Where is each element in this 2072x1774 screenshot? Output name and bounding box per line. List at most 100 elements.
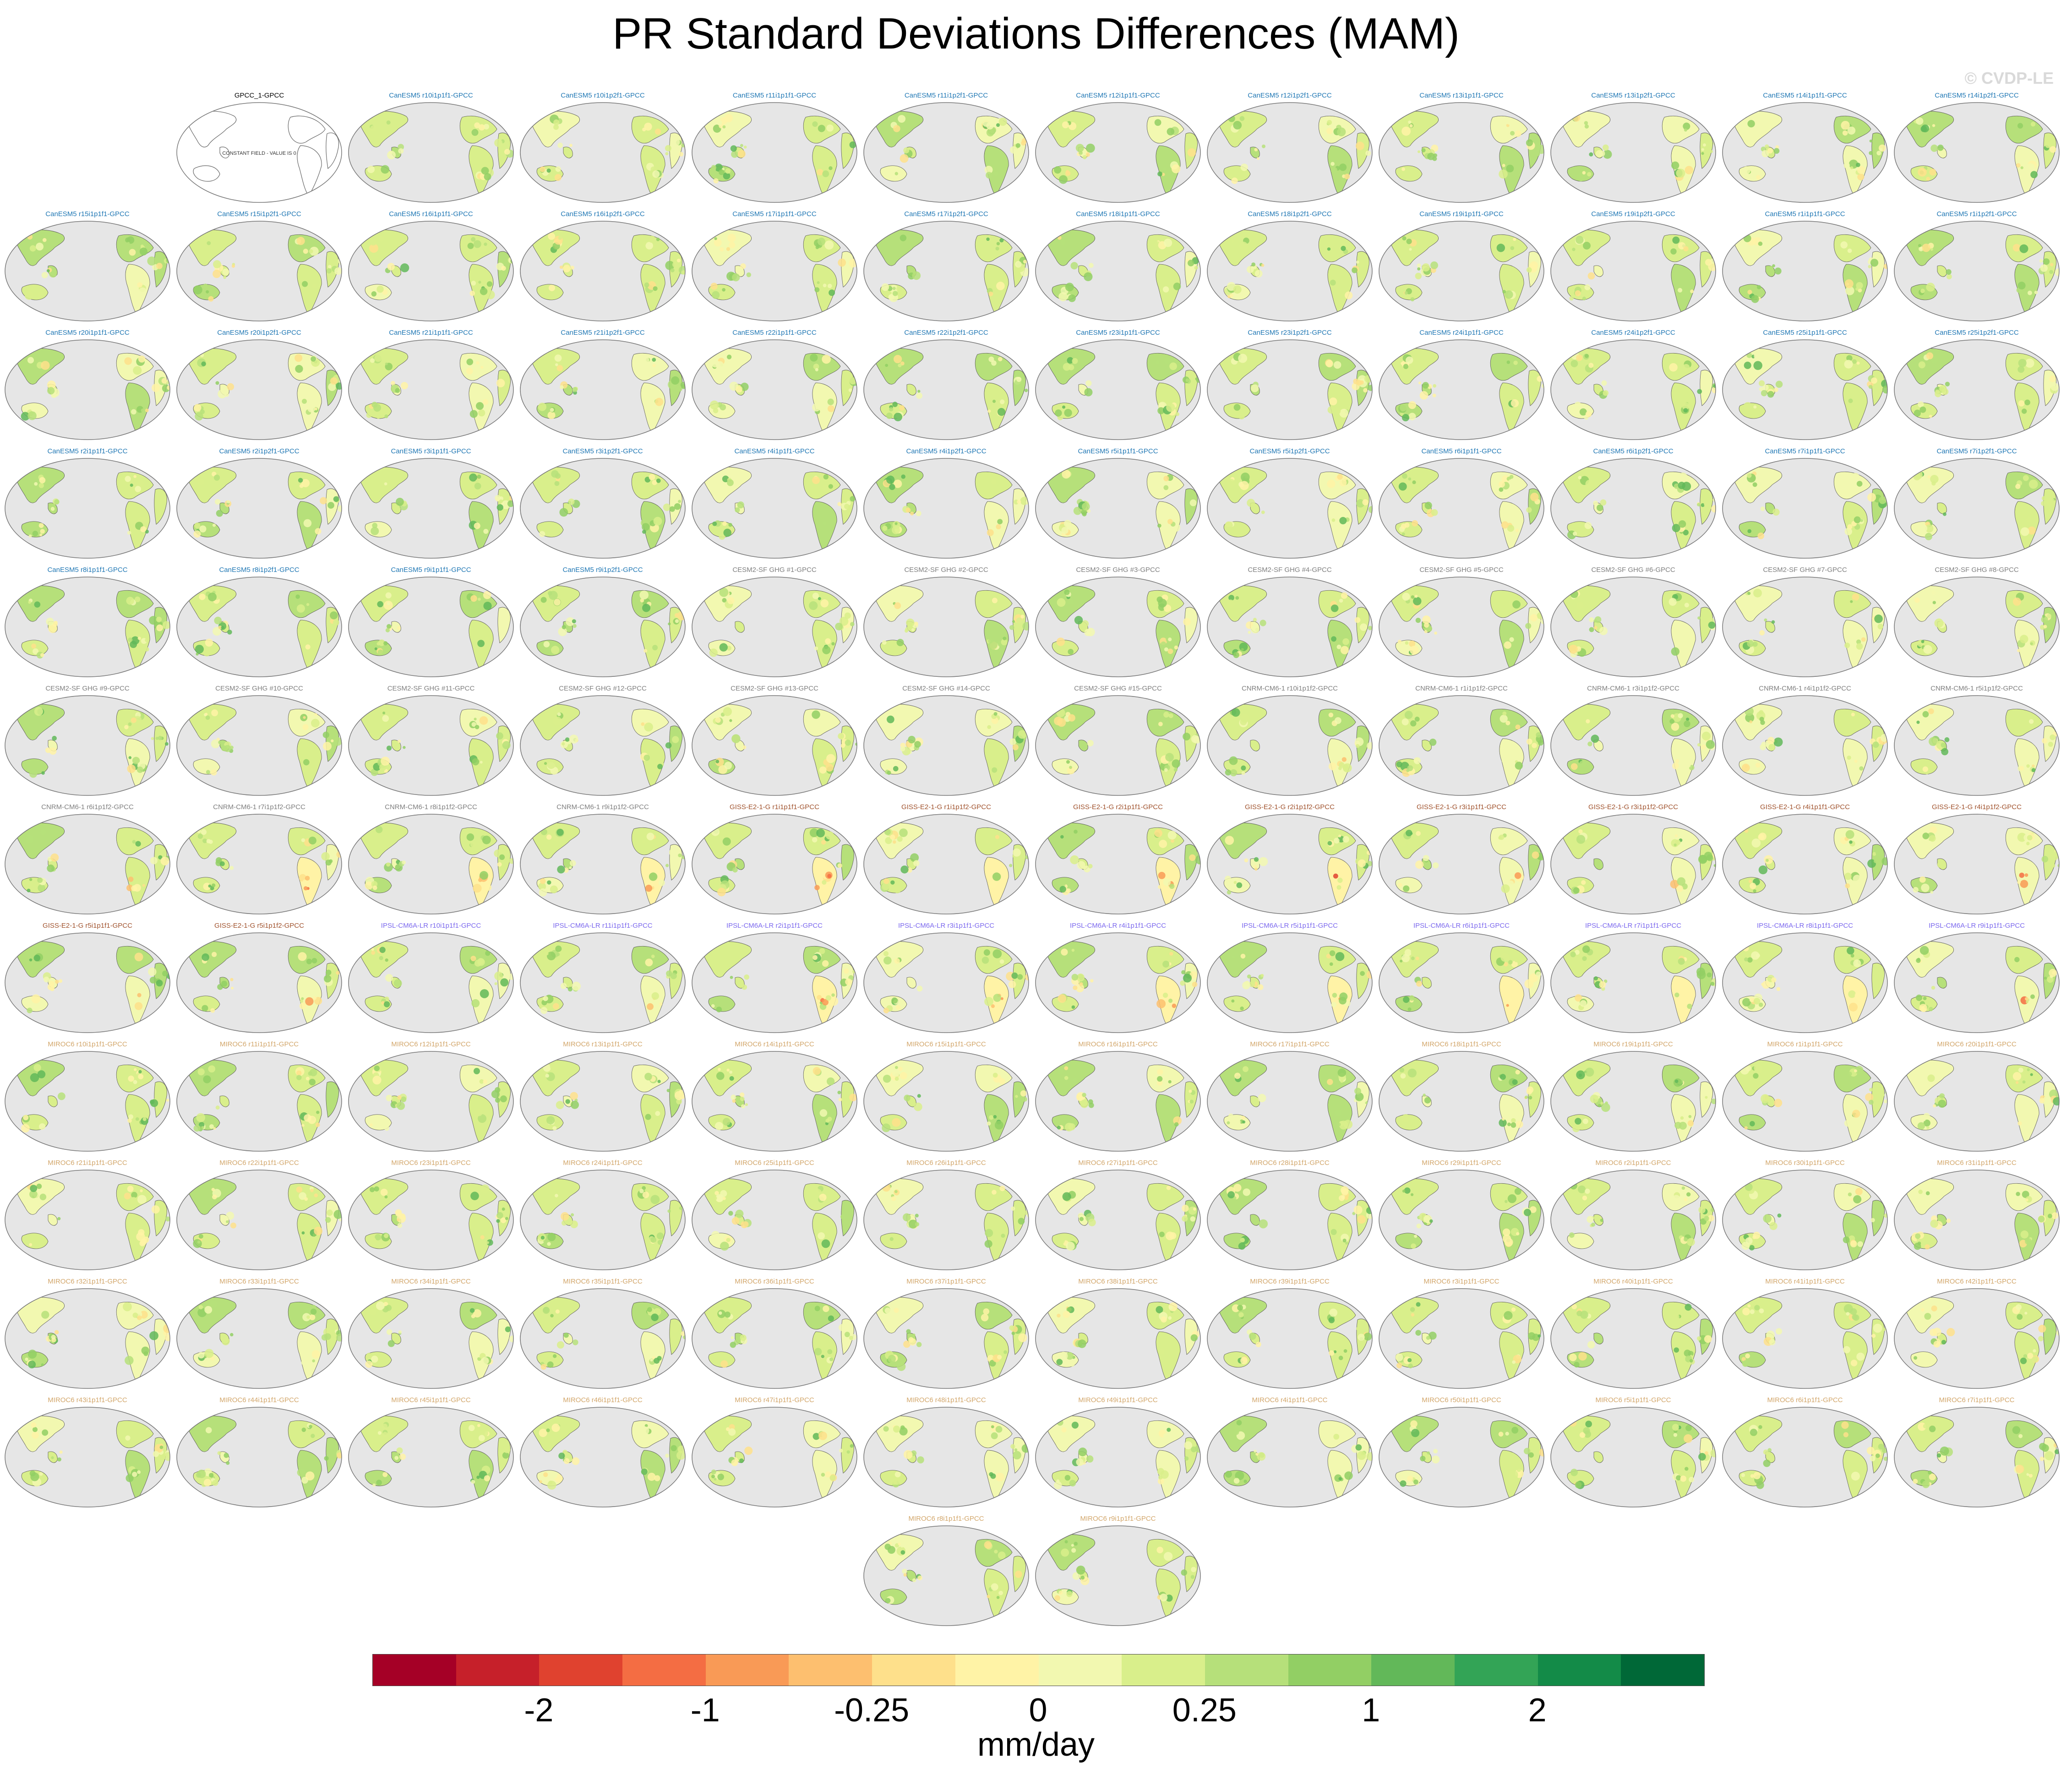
map-panel: CanESM5 r20i1p1f1-GPCC (2, 328, 173, 442)
map-globe (1722, 814, 1888, 914)
map-panel: CanESM5 r3i1p1f1-GPCC (346, 446, 516, 561)
map-panel: GISS-E2-1-G r2i1p1f1-GPCC (1033, 802, 1203, 917)
colorbar-swatch (622, 1654, 706, 1686)
map-panel: IPSL-CM6A-LR r5i1p1f1-GPCC (1205, 921, 1375, 1035)
panel-title: CanESM5 r16i1p2f1-GPCC (561, 210, 645, 218)
map-panel: MIROC6 r19i1p1f1-GPCC (1548, 1039, 1718, 1154)
map-globe (863, 1407, 1029, 1507)
panel-title: CanESM5 r19i1p2f1-GPCC (1591, 210, 1675, 218)
map-panel: CanESM5 r24i1p1f1-GPCC (1376, 328, 1547, 442)
panel-title: CanESM5 r21i1p2f1-GPCC (561, 329, 645, 337)
panel-title: GISS-E2-1-G r4i1p1f1-GPCC (1760, 803, 1850, 811)
map-globe (1379, 102, 1544, 203)
map-globe (348, 1288, 514, 1389)
panel-title: MIROC6 r9i1p1f1-GPCC (1080, 1515, 1156, 1523)
map-globe (176, 814, 342, 914)
colorbar-swatch (1538, 1654, 1621, 1686)
panel-title: CanESM5 r16i1p1f1-GPCC (389, 210, 473, 218)
panel-title: MIROC6 r13i1p1f1-GPCC (563, 1040, 643, 1048)
panel-title: IPSL-CM6A-LR r10i1p1f1-GPCC (381, 922, 481, 930)
panel-title: MIROC6 r33i1p1f1-GPCC (219, 1278, 299, 1285)
map-globe (1207, 1051, 1373, 1152)
map-globe (176, 1288, 342, 1389)
panel-title: CanESM5 r11i1p2f1-GPCC (904, 92, 988, 99)
panel-title: GPCC_1-GPCC (234, 92, 284, 99)
panel-title: MIROC6 r46i1p1f1-GPCC (563, 1396, 643, 1404)
map-panel: MIROC6 r10i1p1f1-GPCC (2, 1039, 173, 1154)
map-panel: MIROC6 r38i1p1f1-GPCC (1033, 1277, 1203, 1391)
map-globe (1379, 814, 1544, 914)
map-panel: MIROC6 r29i1p1f1-GPCC (1376, 1158, 1547, 1273)
panel-title: IPSL-CM6A-LR r3i1p1f1-GPCC (898, 922, 995, 930)
map-globe (863, 1525, 1029, 1626)
colorbar-tick-label: -2 (524, 1692, 554, 1729)
map-panel: CanESM5 r4i1p1f1-GPCC (689, 446, 860, 561)
map-panel: CanESM5 r2i1p2f1-GPCC (174, 446, 344, 561)
map-globe (692, 1051, 857, 1152)
panel-title: CanESM5 r1i1p1f1-GPCC (1765, 210, 1845, 218)
panel-title: CanESM5 r3i1p1f1-GPCC (391, 447, 471, 455)
panel-title: GISS-E2-1-G r5i1p1f1-GPCC (43, 922, 132, 930)
map-panel: MIROC6 r37i1p1f1-GPCC (861, 1277, 1031, 1391)
map-panel: IPSL-CM6A-LR r8i1p1f1-GPCC (1720, 921, 1890, 1035)
map-panel: GISS-E2-1-G r3i1p1f1-GPCC (1376, 802, 1547, 917)
map-globe (5, 577, 170, 677)
panel-title: MIROC6 r50i1p1f1-GPCC (1422, 1396, 1501, 1404)
map-globe (1035, 1170, 1201, 1270)
map-globe (1035, 221, 1201, 321)
panel-title: CanESM5 r2i1p1f1-GPCC (47, 447, 128, 455)
map-panel: CanESM5 r5i1p1f1-GPCC (1033, 446, 1203, 561)
map-panel: GISS-E2-1-G r5i1p1f2-GPCC (174, 921, 344, 1035)
map-globe (692, 1170, 857, 1270)
map-panel: MIROC6 r41i1p1f1-GPCC (1720, 1277, 1890, 1391)
panel-title: CNRM-CM6-1 r3i1p1f2-GPCC (1587, 685, 1679, 692)
map-globe (1722, 695, 1888, 796)
map-globe (1894, 1288, 2060, 1389)
map-panel: CNRM-CM6-1 r4i1p1f2-GPCC (1720, 684, 1890, 798)
map-globe (1894, 814, 2060, 914)
panel-title: MIROC6 r44i1p1f1-GPCC (219, 1396, 299, 1404)
panel-title: CanESM5 r10i1p1f1-GPCC (389, 92, 473, 99)
map-globe (692, 458, 857, 559)
map-panel: CESM2-SF GHG #1-GPCC (689, 565, 860, 680)
map-globe (1035, 932, 1201, 1033)
map-panel: MIROC6 r40i1p1f1-GPCC (1548, 1277, 1718, 1391)
colorbar-swatch (789, 1654, 872, 1686)
map-globe (348, 1407, 514, 1507)
panel-title: MIROC6 r14i1p1f1-GPCC (735, 1040, 814, 1048)
panel-title: CESM2-SF GHG #13-GPCC (731, 685, 818, 692)
map-globe (5, 458, 170, 559)
map-globe (1894, 221, 2060, 321)
panel-title: CanESM5 r7i1p2f1-GPCC (1936, 447, 2017, 455)
map-globe (5, 1407, 170, 1507)
panel-title: CanESM5 r14i1p1f1-GPCC (1763, 92, 1847, 99)
map-panel: CanESM5 r2i1p1f1-GPCC (2, 446, 173, 561)
panel-title: CanESM5 r13i1p1f1-GPCC (1419, 92, 1504, 99)
panel-title: MIROC6 r11i1p1f1-GPCC (219, 1040, 299, 1048)
map-globe (520, 1170, 686, 1270)
map-panel: IPSL-CM6A-LR r10i1p1f1-GPCC (346, 921, 516, 1035)
map-panel: MIROC6 r49i1p1f1-GPCC (1033, 1395, 1203, 1510)
colorbar-swatch (705, 1654, 789, 1686)
panel-title: CanESM5 r21i1p1f1-GPCC (389, 329, 473, 337)
map-globe (520, 814, 686, 914)
map-panel: CanESM5 r9i1p1f1-GPCC (346, 565, 516, 680)
colorbar (372, 1654, 1705, 1686)
map-globe (1379, 1170, 1544, 1270)
map-globe (348, 458, 514, 559)
map-globe (1894, 339, 2060, 440)
map-globe (1550, 577, 1716, 677)
map-panel: MIROC6 r5i1p1f1-GPCC (1548, 1395, 1718, 1510)
map-globe (1207, 1407, 1373, 1507)
map-panel: CanESM5 r18i1p1f1-GPCC (1033, 209, 1203, 324)
panel-title: CanESM5 r23i1p2f1-GPCC (1248, 329, 1332, 337)
map-panel: CanESM5 r17i1p2f1-GPCC (861, 209, 1031, 324)
map-panel: MIROC6 r15i1p1f1-GPCC (861, 1039, 1031, 1154)
map-panel: CanESM5 r15i1p1f1-GPCC (2, 209, 173, 324)
map-globe (1550, 221, 1716, 321)
panel-title: CanESM5 r17i1p2f1-GPCC (904, 210, 988, 218)
colorbar-swatch (955, 1654, 1039, 1686)
map-panel: CanESM5 r10i1p2f1-GPCC (518, 91, 688, 205)
map-panel: MIROC6 r33i1p1f1-GPCC (174, 1277, 344, 1391)
panel-title: IPSL-CM6A-LR r4i1p1f1-GPCC (1069, 922, 1167, 930)
